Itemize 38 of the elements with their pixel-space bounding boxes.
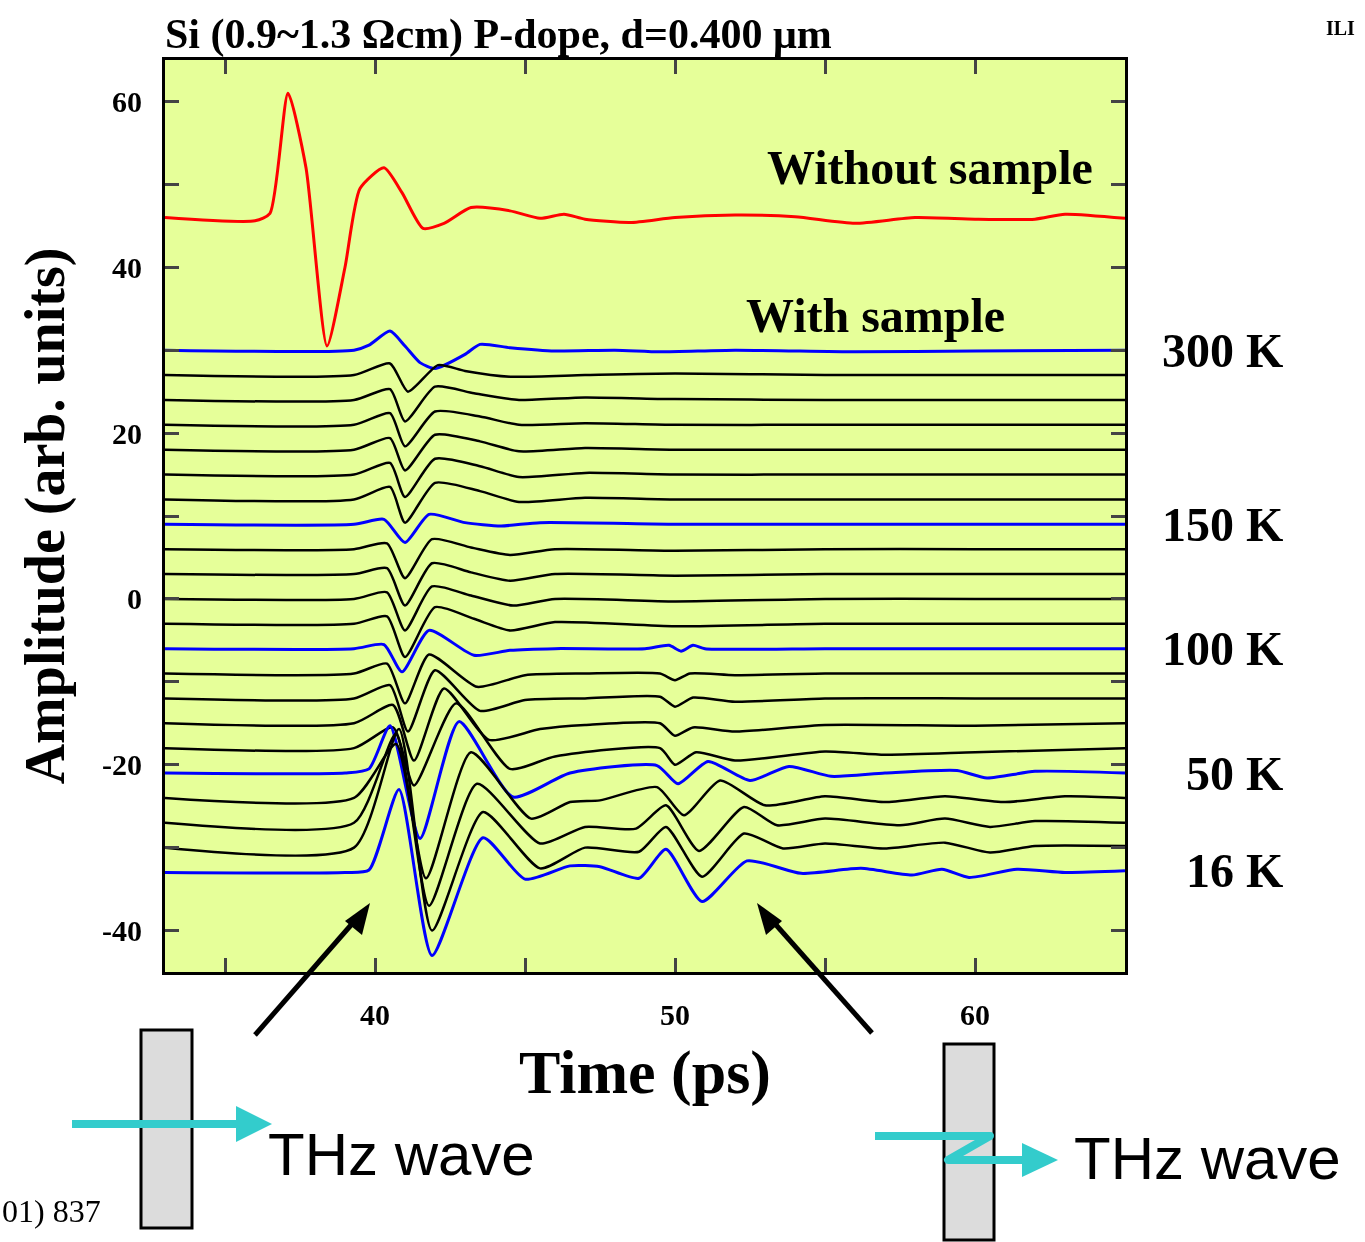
series-label: 16 K	[1186, 844, 1284, 897]
text: THz wave	[268, 1121, 535, 1188]
y-axis-title: Amplitude (arb. units)	[13, 247, 77, 785]
series-label: 300 K	[1162, 324, 1284, 377]
series-label: Without sample	[767, 141, 1093, 194]
line-series	[165, 432, 1125, 472]
line-series	[165, 91, 1125, 348]
line-series	[165, 362, 1125, 393]
series-label: 50 K	[1186, 747, 1284, 800]
y-tick-label: 40	[112, 250, 142, 284]
line-series	[165, 481, 1125, 524]
line-series	[165, 457, 1125, 499]
line-series	[165, 512, 1125, 545]
y-tick-label: -20	[102, 748, 142, 782]
chart-title: Si (0.9~1.3 Ωcm) P-dope, d=0.400 μm	[165, 10, 832, 58]
line-series	[165, 628, 1125, 674]
line-series	[165, 720, 1125, 841]
series-label: 150 K	[1162, 498, 1284, 551]
x-axis-title: Time (ps)	[518, 1037, 772, 1107]
y-tick-label: 0	[127, 582, 142, 616]
series-label: 100 K	[1162, 622, 1284, 675]
line-series	[165, 561, 1125, 607]
x-tick-label: 50	[660, 998, 690, 1031]
text: 01) 837	[2, 1193, 101, 1229]
line-series	[165, 385, 1125, 423]
y-tick-label: 60	[112, 84, 142, 118]
line-series	[165, 409, 1125, 448]
line-series	[165, 537, 1125, 580]
text: ILI	[1326, 17, 1356, 39]
x-tick-label: 60	[960, 998, 990, 1031]
y-tick-label: -40	[102, 914, 142, 948]
line-series	[165, 653, 1125, 705]
x-tick-label: 40	[360, 998, 390, 1031]
y-tick-label: 20	[112, 416, 142, 450]
text: THz wave	[1074, 1125, 1341, 1192]
annotation: With sample	[746, 289, 1006, 342]
line-series	[165, 605, 1125, 659]
line-series	[165, 788, 1125, 957]
